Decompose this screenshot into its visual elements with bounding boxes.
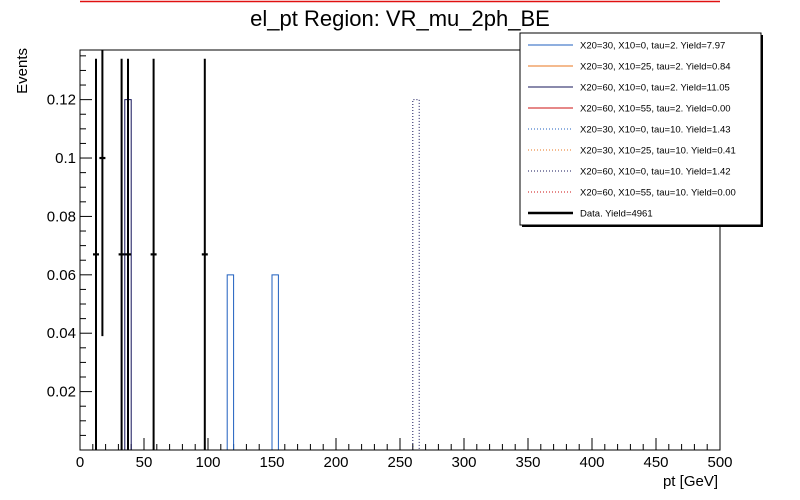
y-tick-label: 0.08 bbox=[47, 208, 76, 225]
data-points bbox=[93, 50, 208, 450]
x-tick-label: 150 bbox=[259, 454, 284, 471]
x-tick-label: 350 bbox=[515, 454, 540, 471]
chart-title: el_pt Region: VR_mu_2ph_BE bbox=[250, 6, 550, 31]
histogram-bin bbox=[412, 99, 420, 450]
y-tick-label: 0.1 bbox=[55, 150, 76, 167]
histogram-bin bbox=[271, 274, 279, 450]
axes: 0 50 100 150 200 250 300 350 400 450 500 0.02 0.04 0.… bbox=[47, 49, 733, 471]
tick-marks bbox=[79, 55, 721, 450]
x-tick-label: 0 bbox=[76, 454, 84, 471]
y-tick-label: 0.06 bbox=[47, 267, 76, 284]
legend-box bbox=[519, 32, 762, 226]
x-tick-label: 200 bbox=[323, 454, 348, 471]
y-tick-label: 0.04 bbox=[47, 325, 76, 342]
histogram-bars bbox=[124, 99, 420, 450]
y-tick-label: 0.02 bbox=[47, 384, 76, 401]
x-tick-label: 100 bbox=[195, 454, 220, 471]
x-tick-label: 250 bbox=[387, 454, 412, 471]
x-axis-title: pt [GeV] bbox=[663, 473, 718, 490]
legend-label: X20=60, X10=55, tau=2. Yield=0.00 bbox=[580, 104, 731, 115]
plot-frame bbox=[79, 49, 721, 451]
legend: X20=30, X10=0, tau=2. Yield=7.97 X20=30, … bbox=[519, 32, 763, 227]
x-tick-label: 500 bbox=[707, 454, 732, 471]
x-tick-label: 450 bbox=[643, 454, 668, 471]
legend-label: X20=30, X10=25, tau=10. Yield=0.41 bbox=[580, 146, 736, 157]
legend-label: X20=60, X10=0, tau=2. Yield=11.05 bbox=[580, 83, 730, 94]
legend-label: X20=30, X10=25, tau=2. Yield=0.84 bbox=[580, 62, 731, 73]
histogram-bin bbox=[226, 274, 235, 450]
legend-label: Data. Yield=4961 bbox=[580, 209, 653, 220]
x-tick-label: 400 bbox=[579, 454, 604, 471]
legend-label: X20=60, X10=55, tau=10. Yield=0.00 bbox=[580, 188, 736, 199]
y-axis-title: Events bbox=[14, 48, 31, 94]
legend-label: X20=30, X10=0, tau=2. Yield=7.97 bbox=[580, 41, 725, 52]
legend-label: X20=30, X10=0, tau=10. Yield=1.43 bbox=[580, 125, 731, 136]
y-tick-label: 0.12 bbox=[47, 92, 76, 109]
x-tick-label: 300 bbox=[451, 454, 476, 471]
legend-label: X20=60, X10=0, tau=10. Yield=1.42 bbox=[580, 167, 731, 178]
x-tick-label: 50 bbox=[136, 454, 153, 471]
